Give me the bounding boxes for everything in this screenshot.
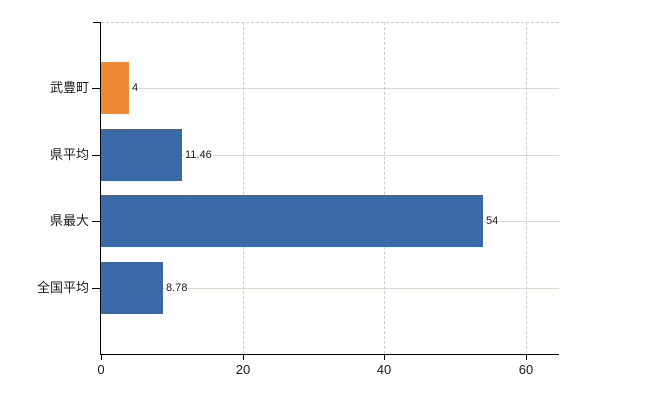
category-label: 県最大 [49, 213, 89, 228]
x-tick-label: 20 [235, 362, 251, 377]
gridline-vertical [384, 22, 385, 354]
x-tick-label: 0 [97, 362, 105, 377]
x-tick [526, 354, 527, 360]
y-tick [92, 221, 100, 222]
y-tick [92, 288, 100, 289]
bar [101, 129, 182, 181]
x-axis-line [100, 354, 559, 355]
category-label: 全国平均 [36, 280, 89, 295]
x-tick [243, 354, 244, 360]
value-label: 54 [485, 214, 500, 228]
bar [101, 195, 483, 247]
category-label: 武豊町 [49, 80, 89, 95]
gridline-horizontal [101, 288, 559, 289]
x-tick [384, 354, 385, 360]
plot-top-border [101, 22, 559, 23]
gridline-horizontal [101, 88, 559, 89]
x-tick-label: 60 [518, 362, 534, 377]
x-tick-label: 40 [376, 362, 392, 377]
bar [101, 62, 129, 114]
y-tick [92, 155, 100, 156]
gridline-vertical [243, 22, 244, 354]
gridline-horizontal [101, 155, 559, 156]
category-label: 県平均 [49, 147, 89, 162]
gridline-vertical [526, 22, 527, 354]
y-tick [92, 88, 100, 89]
value-label: 8.78 [165, 281, 189, 295]
x-tick [101, 354, 102, 360]
value-label: 11.46 [184, 148, 213, 162]
value-label: 4 [131, 81, 140, 95]
y-axis-top-tick [93, 22, 101, 23]
y-axis-line [100, 22, 101, 355]
bar [101, 262, 163, 314]
